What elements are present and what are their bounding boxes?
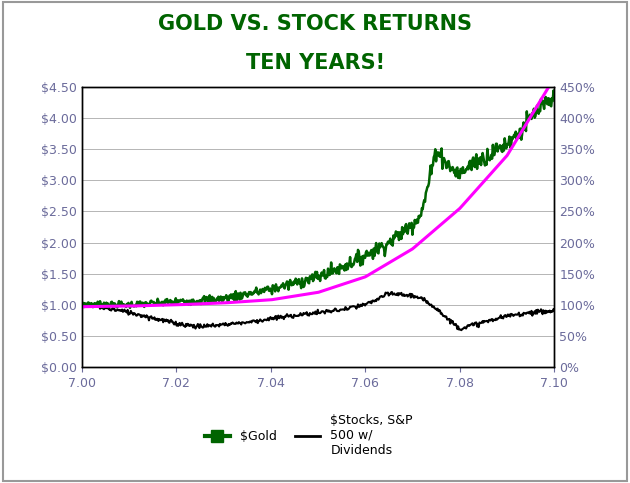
Legend: $Gold, $Stocks, S&P
500 w/
Dividends: $Gold, $Stocks, S&P 500 w/ Dividends (200, 409, 418, 462)
Text: GOLD VS. STOCK RETURNS: GOLD VS. STOCK RETURNS (158, 14, 472, 34)
Text: TEN YEARS!: TEN YEARS! (246, 53, 384, 73)
